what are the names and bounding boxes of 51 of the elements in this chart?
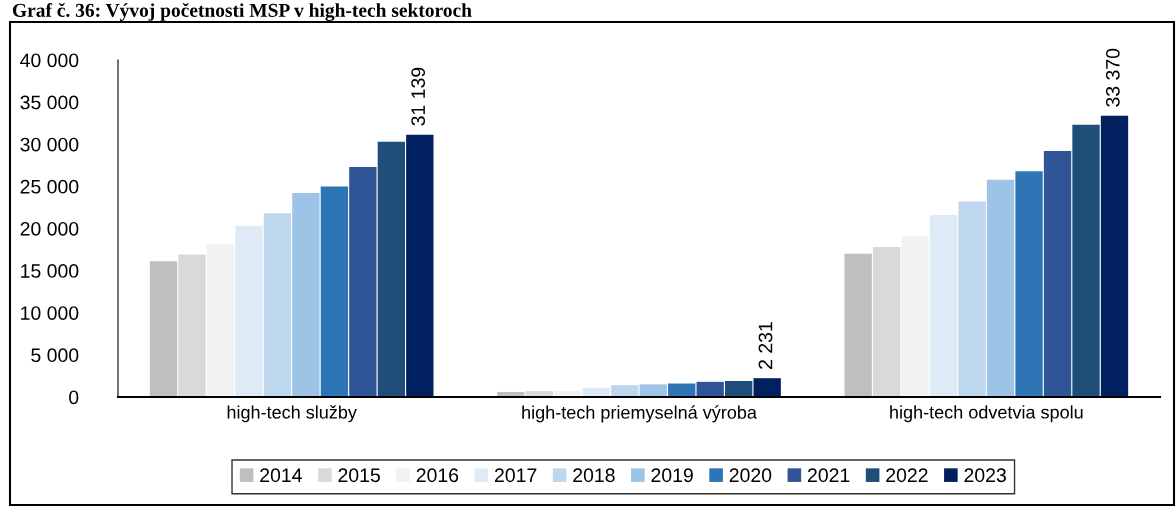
bar (1072, 124, 1100, 397)
legend-label: 2019 (651, 468, 693, 483)
bar (206, 244, 235, 397)
y-tick-label: 10 000 (21, 306, 79, 320)
y-tick-label: 5 000 (31, 348, 79, 363)
bar (872, 247, 901, 397)
y-tick-label: 40 000 (20, 53, 79, 68)
bar (1100, 115, 1129, 397)
data-label: 2 231 (758, 322, 773, 369)
bar (178, 254, 206, 397)
y-tick-label: 15 000 (21, 264, 79, 278)
legend-label: 2017 (494, 468, 537, 483)
legend-label: 2018 (573, 468, 615, 483)
bar (349, 167, 377, 397)
bar (901, 236, 929, 397)
bar (929, 215, 958, 397)
bar (639, 384, 667, 397)
legend-label: 2022 (886, 468, 928, 483)
bar (696, 381, 724, 397)
data-label: 31 139 (411, 67, 426, 126)
bar (320, 186, 349, 397)
data-label: 33 370 (1105, 48, 1120, 107)
legend-label: 2023 (964, 468, 1006, 483)
chart-title: Graf č. 36: Vývoj početnosti MSP v high-tech sektoroch (12, 3, 472, 21)
bar (611, 385, 639, 397)
x-tick-label: high-tech služby (227, 405, 357, 423)
bar (753, 378, 781, 397)
y-tick-label: 25 000 (20, 179, 79, 194)
legend-label: 2014 (260, 468, 302, 483)
bar (235, 225, 263, 397)
bar (263, 213, 292, 397)
bar (986, 179, 1015, 397)
y-tick-label: 20 000 (20, 221, 79, 236)
bar (958, 201, 986, 397)
bar (725, 380, 753, 397)
legend-label: 2015 (338, 468, 380, 483)
x-tick-label: high-tech odvetvia spolu (890, 405, 1083, 423)
bar (149, 261, 178, 397)
legend-label: 2021 (807, 468, 850, 483)
bar (1043, 150, 1072, 397)
y-tick-label: 35 000 (20, 95, 79, 110)
legend-label: 2020 (729, 468, 772, 483)
bar (292, 193, 320, 397)
y-tick-label: 0 (69, 390, 79, 405)
bar (1015, 171, 1043, 397)
legend-label: 2016 (416, 468, 459, 483)
bar (377, 141, 406, 397)
bar (406, 134, 434, 397)
x-tick-label: high-tech priemyselná výroba (522, 405, 757, 423)
y-tick-label: 30 000 (20, 137, 79, 152)
bar (844, 253, 872, 397)
